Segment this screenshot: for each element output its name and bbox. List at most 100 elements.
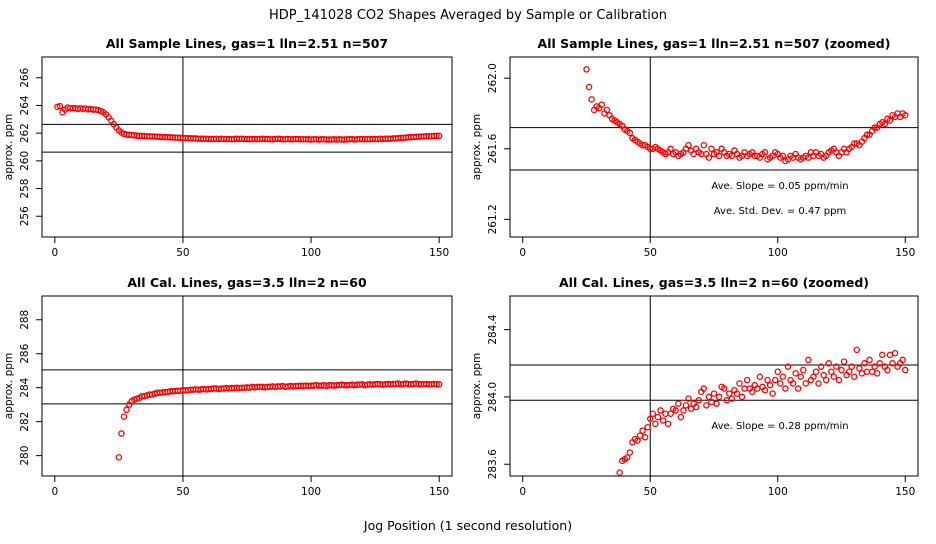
y-axis-label: approx. ppm [471,353,483,419]
data-point [705,154,713,161]
data-point [616,469,623,476]
data-point [639,427,646,434]
data-point [835,376,843,384]
data-point [626,129,634,137]
data-point [902,366,909,374]
figure-x-axis-label: Jog Position (1 second resolution) [363,518,572,533]
data-point [56,102,64,110]
data-point [715,152,723,160]
data-point [830,373,838,380]
x-tick-label: 0 [519,247,526,259]
data-point [871,363,878,370]
data-point [828,368,835,375]
data-point [756,373,764,380]
data-point [685,395,692,402]
data-point [624,454,631,461]
data-point [720,385,728,392]
data-point [685,141,692,149]
data-point [703,402,710,409]
data-point [815,380,822,387]
x-tick-label: 50 [176,247,189,259]
data-point [682,402,690,409]
x-tick-label: 100 [768,247,788,259]
data-point [680,407,687,414]
data-point [634,437,641,444]
data-point [433,132,440,140]
data-point [675,400,682,407]
data-point [695,397,702,404]
data-point [435,132,443,140]
data-point [583,66,590,73]
y-tick-label: 282 [19,412,31,432]
chart-panel-3: All Cal. Lines, gas=3.5 lln=2 n=60 0 50 100… [3,275,453,498]
data-point [435,381,443,388]
data-point [879,351,886,359]
x-tick-label: 0 [519,486,526,498]
data-point [710,390,718,397]
data-point [891,349,899,357]
x-tick-label: 100 [301,486,321,498]
data-point [810,373,817,380]
data-point [585,83,593,91]
data-point [866,356,873,364]
data-point [873,370,881,377]
annotation: Ave. Slope = 0.05 ppm/min [711,181,848,192]
y-tick-label: 258 [19,179,31,199]
y-tick-label: 284.4 [487,314,499,344]
data-point [789,380,797,387]
data-point [728,395,736,402]
y-tick-label: 286 [19,343,31,363]
x-tick-label: 100 [301,247,321,259]
data-point [805,356,812,364]
data-point [115,454,123,461]
x-tick-label: 150 [895,247,915,259]
y-tick-label: 280 [19,446,31,466]
data-point [433,381,440,388]
y-tick-label: 261.2 [487,204,499,234]
chart-panel-1: All Sample Lines, gas=1 lln=2.51 n=507 0 5… [3,36,453,259]
data-point [677,413,685,421]
data-point [700,141,708,149]
data-point [659,417,667,424]
data-point [769,390,776,397]
x-tick-label: 50 [644,247,657,259]
data-point [856,365,863,372]
annotation: Ave. Std. Dev. = 0.47 ppm [714,206,846,217]
data-point [876,360,884,367]
data-point [861,360,868,367]
data-point [120,413,128,420]
x-tick-label: 150 [895,486,915,498]
y-tick-label: 264 [19,95,31,115]
data-point [853,346,861,354]
data-point [654,413,662,421]
panel-title: All Cal. Lines, gas=3.5 lln=2 n=60 [127,275,367,290]
y-tick-label: 266 [19,67,31,87]
y-axis-label: approx. ppm [3,353,15,419]
data-point [886,351,894,359]
x-tick-label: 50 [644,486,657,498]
y-tick-label: 260 [19,151,31,171]
data-point [736,380,743,387]
data-point [838,366,845,374]
data-point [743,376,751,384]
x-tick-label: 100 [768,486,788,498]
annotation: Ave. Slope = 0.28 ppm/min [711,421,848,432]
data-point [817,363,825,370]
data-point [822,376,830,384]
x-tick-label: 0 [51,247,58,259]
data-point [118,430,125,437]
data-point [641,434,649,441]
data-point [825,360,833,367]
data-point [644,423,651,431]
data-point [871,124,878,131]
data-point [652,420,659,428]
data-point [667,145,674,153]
data-point [749,388,756,396]
y-axis-label: approx. ppm [3,114,15,180]
data-point [664,420,672,428]
data-point [784,363,792,370]
data-point [777,380,784,387]
data-point [764,376,771,384]
data-point [603,106,611,114]
x-tick-label: 50 [176,486,189,498]
